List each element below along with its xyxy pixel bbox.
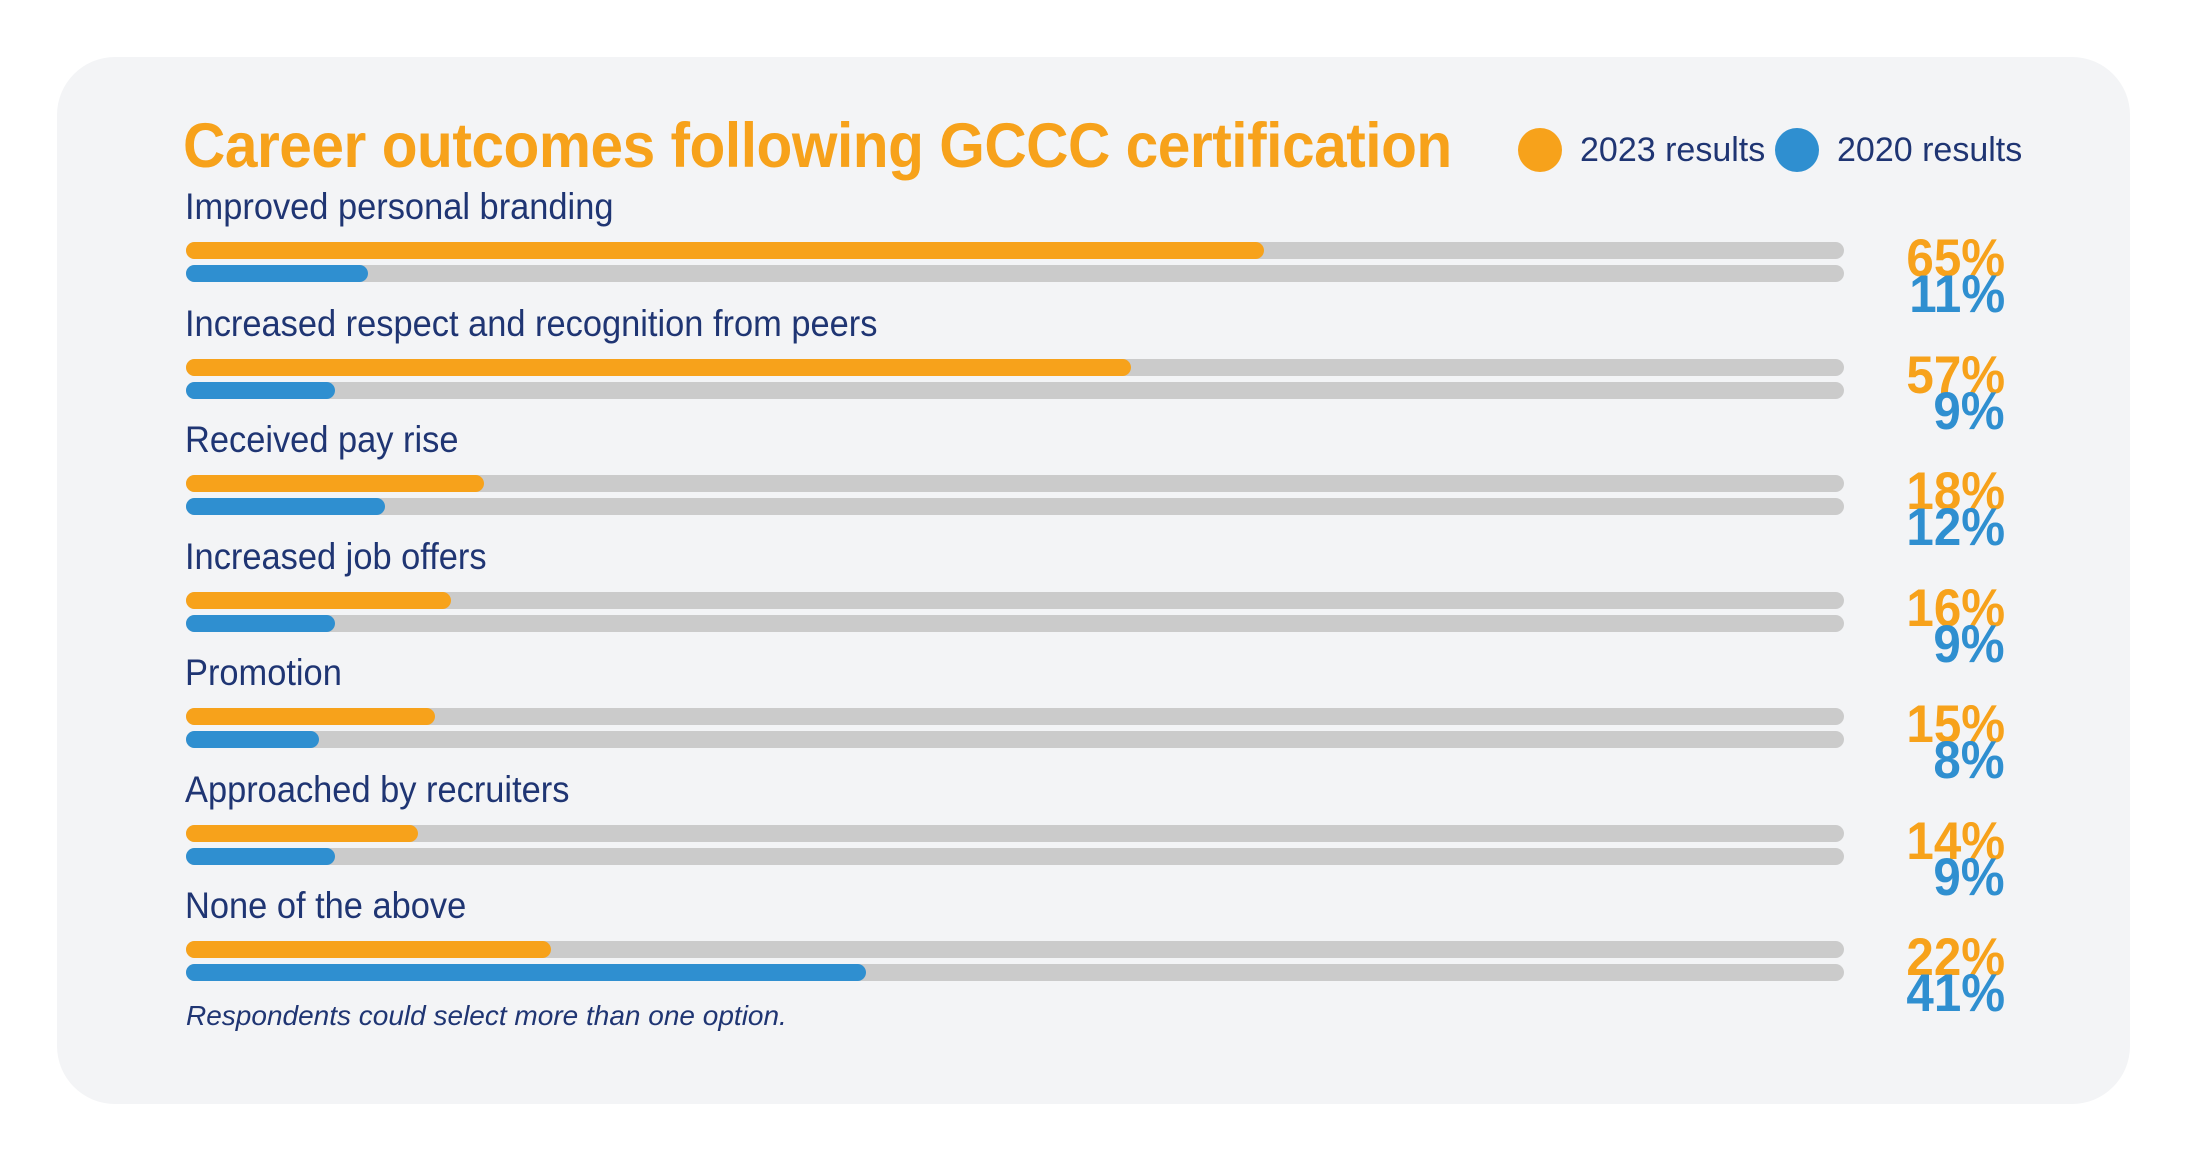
value-label-2023-increased-respect-and-recognition-from-peers: 57% <box>1906 345 2005 405</box>
value-label-2020-increased-job-offers: 9% <box>1933 614 2005 674</box>
bar-2020-received-pay-rise <box>186 498 385 515</box>
bar-2020-none-of-the-above <box>186 964 866 981</box>
bar-2023-promotion <box>186 708 435 725</box>
bar-track-2023-none-of-the-above <box>186 941 1844 958</box>
value-label-2020-none-of-the-above: 41% <box>1906 964 2005 1023</box>
value-label-2023-improved-personal-branding: 65% <box>1906 229 2005 288</box>
value-label-2023-increased-job-offers: 16% <box>1906 578 2005 638</box>
bar-track-2023-increased-job-offers <box>186 591 1844 609</box>
category-label-none-of-the-above: None of the above <box>185 885 467 926</box>
legend-swatch-2023 <box>1518 128 1562 172</box>
bar-track-2023-approached-by-recruiters <box>186 824 1844 842</box>
bar-2023-increased-respect-and-recognition-from-peers <box>186 358 1132 376</box>
bar-2023-received-pay-rise <box>186 475 485 492</box>
category-label-improved-personal-branding: Improved personal branding <box>185 186 614 227</box>
bar-track-2020-increased-job-offers <box>186 614 1844 632</box>
legend-item-2020: 2020 results <box>1775 122 2022 178</box>
bar-track-2020-promotion <box>186 731 1844 748</box>
value-label-2023-promotion: 15% <box>1906 695 2005 754</box>
legend-swatch-2020 <box>1775 128 1819 172</box>
bar-track-2020-approached-by-recruiters <box>186 847 1844 865</box>
bar-2023-none-of-the-above <box>186 941 551 958</box>
bar-track-2023-received-pay-rise <box>186 475 1844 492</box>
value-label-2020-approached-by-recruiters: 9% <box>1933 847 2005 907</box>
category-label-increased-respect-and-recognition-from-peers: Increased respect and recognition from p… <box>185 302 878 344</box>
category-label-promotion: Promotion <box>185 652 342 693</box>
bar-2020-approached-by-recruiters <box>186 847 336 865</box>
bar-2020-improved-personal-branding <box>186 265 369 282</box>
legend-label-2023: 2023 results <box>1580 130 1766 169</box>
bar-track-2023-promotion <box>186 708 1844 725</box>
value-label-2023-none-of-the-above: 22% <box>1906 928 2005 987</box>
value-label-2020-promotion: 8% <box>1933 731 2005 790</box>
category-label-received-pay-rise: Received pay rise <box>185 419 459 460</box>
bar-2020-increased-respect-and-recognition-from-peers <box>186 381 336 399</box>
bar-2023-improved-personal-branding <box>186 242 1264 259</box>
footnote: Respondents could select more than one o… <box>186 1000 787 1031</box>
bar-2023-approached-by-recruiters <box>186 824 419 842</box>
category-label-increased-job-offers: Increased job offers <box>185 535 487 577</box>
bar-track-2020-received-pay-rise <box>186 498 1844 515</box>
bar-2020-increased-job-offers <box>186 614 336 632</box>
chart-title: Career outcomes following GCCC certifica… <box>183 111 1452 181</box>
bar-2023-increased-job-offers <box>186 591 452 609</box>
value-label-2020-received-pay-rise: 12% <box>1906 498 2005 557</box>
legend-label-2020: 2020 results <box>1837 130 2023 169</box>
bar-track-2023-increased-respect-and-recognition-from-peers <box>186 358 1844 376</box>
value-label-2023-received-pay-rise: 18% <box>1906 462 2005 521</box>
bar-track-2020-none-of-the-above <box>186 964 1844 981</box>
chart-card <box>57 57 2130 1104</box>
bar-track-2020-increased-respect-and-recognition-from-peers <box>186 381 1844 399</box>
bar-track-2023-improved-personal-branding <box>186 242 1844 259</box>
category-label-approached-by-recruiters: Approached by recruiters <box>185 768 570 810</box>
legend-item-2023: 2023 results <box>1518 122 1765 178</box>
bar-track-2020-improved-personal-branding <box>186 265 1844 282</box>
value-label-2020-improved-personal-branding: 11% <box>1909 265 2005 324</box>
bar-2020-promotion <box>186 731 319 748</box>
value-label-2020-increased-respect-and-recognition-from-peers: 9% <box>1933 381 2005 441</box>
value-label-2023-approached-by-recruiters: 14% <box>1906 811 2005 871</box>
